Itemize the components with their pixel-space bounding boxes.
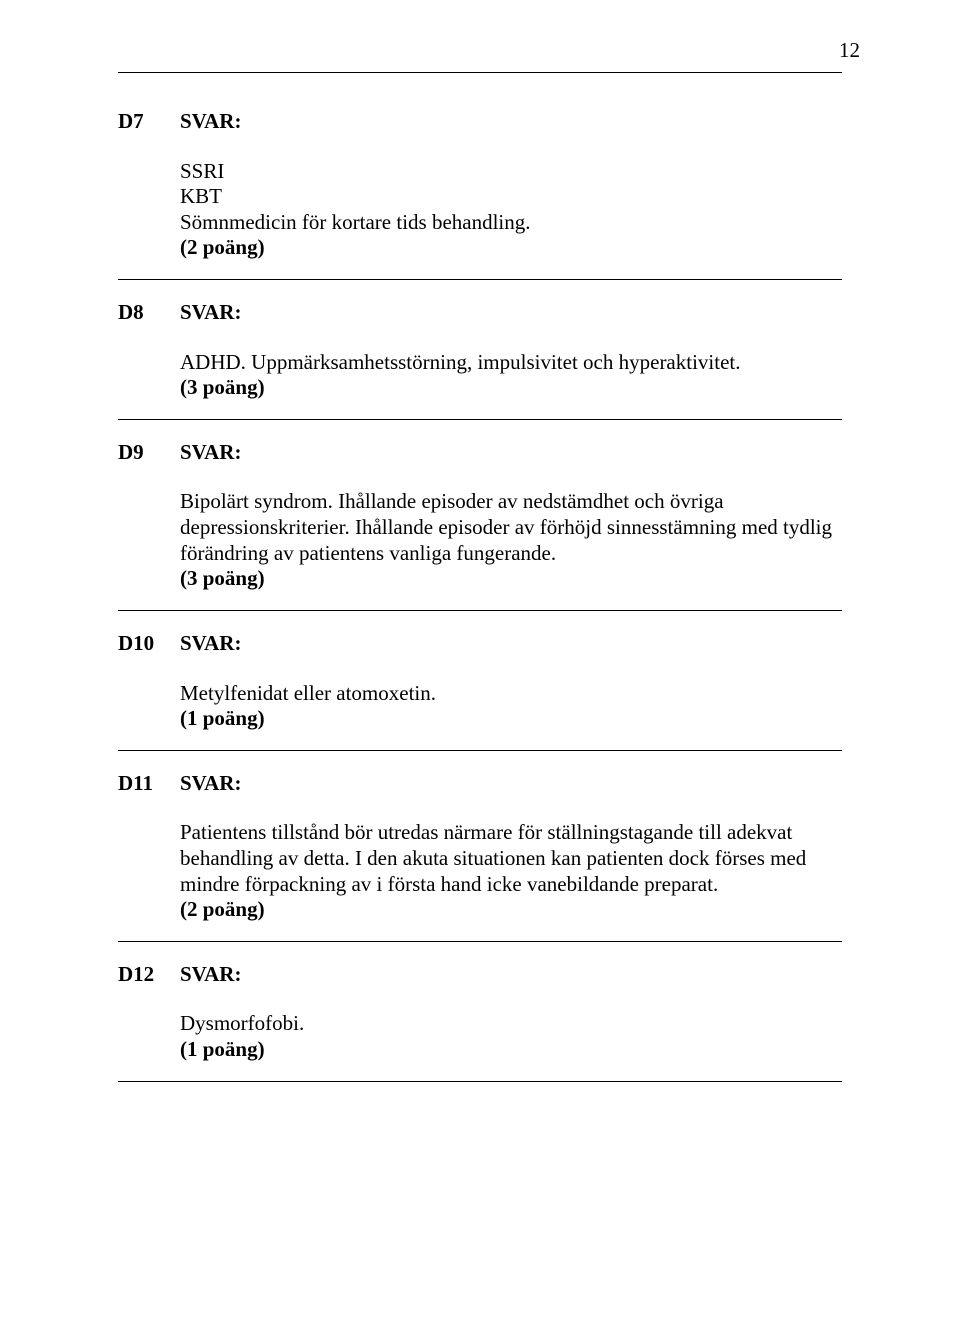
answer-body: Metylfenidat eller atomoxetin.	[180, 681, 842, 707]
answer-code: D11	[118, 771, 180, 797]
answer-code: D8	[118, 300, 180, 326]
page-number: 12	[839, 38, 860, 63]
answer-block: D7 SVAR: SSRIKBTSömnmedicin för kortare …	[118, 73, 842, 279]
answer-code: D10	[118, 631, 180, 657]
answer-header: D11 SVAR:	[118, 771, 842, 797]
page: 12 D7 SVAR: SSRIKBTSömnmedicin för korta…	[0, 0, 960, 1337]
answer-block: D9 SVAR: Bipolärt syndrom. Ihållande epi…	[118, 420, 842, 610]
svar-label: SVAR:	[180, 962, 241, 988]
answer-points: (3 poäng)	[180, 566, 842, 592]
svar-label: SVAR:	[180, 440, 241, 466]
answer-points: (2 poäng)	[180, 235, 842, 261]
divider	[118, 1081, 842, 1082]
answer-header: D10 SVAR:	[118, 631, 842, 657]
answer-header: D8 SVAR:	[118, 300, 842, 326]
answer-points: (2 poäng)	[180, 897, 842, 923]
answer-code: D12	[118, 962, 180, 988]
answer-points: (1 poäng)	[180, 1037, 842, 1063]
answer-header: D9 SVAR:	[118, 440, 842, 466]
answer-code: D7	[118, 109, 180, 135]
answer-block: D8 SVAR: ADHD. Uppmärksamhetsstörning, i…	[118, 280, 842, 419]
answer-points: (3 poäng)	[180, 375, 842, 401]
svar-label: SVAR:	[180, 109, 241, 135]
answer-header: D12 SVAR:	[118, 962, 842, 988]
svar-label: SVAR:	[180, 631, 241, 657]
answer-body: ADHD. Uppmärksamhetsstörning, impulsivit…	[180, 350, 842, 376]
answer-code: D9	[118, 440, 180, 466]
answer-header: D7 SVAR:	[118, 109, 842, 135]
answer-body: Dysmorfofobi.	[180, 1011, 842, 1037]
answer-body: Patientens tillstånd bör utredas närmare…	[180, 820, 842, 897]
answer-body: SSRIKBTSömnmedicin för kortare tids beha…	[180, 159, 842, 236]
answer-points: (1 poäng)	[180, 706, 842, 732]
answer-block: D10 SVAR: Metylfenidat eller atomoxetin.…	[118, 611, 842, 750]
svar-label: SVAR:	[180, 771, 241, 797]
answer-block: D12 SVAR: Dysmorfofobi. (1 poäng)	[118, 942, 842, 1081]
content: D7 SVAR: SSRIKBTSömnmedicin för kortare …	[118, 72, 842, 1082]
answer-body: Bipolärt syndrom. Ihållande episoder av …	[180, 489, 842, 566]
svar-label: SVAR:	[180, 300, 241, 326]
answer-block: D11 SVAR: Patientens tillstånd bör utred…	[118, 751, 842, 941]
